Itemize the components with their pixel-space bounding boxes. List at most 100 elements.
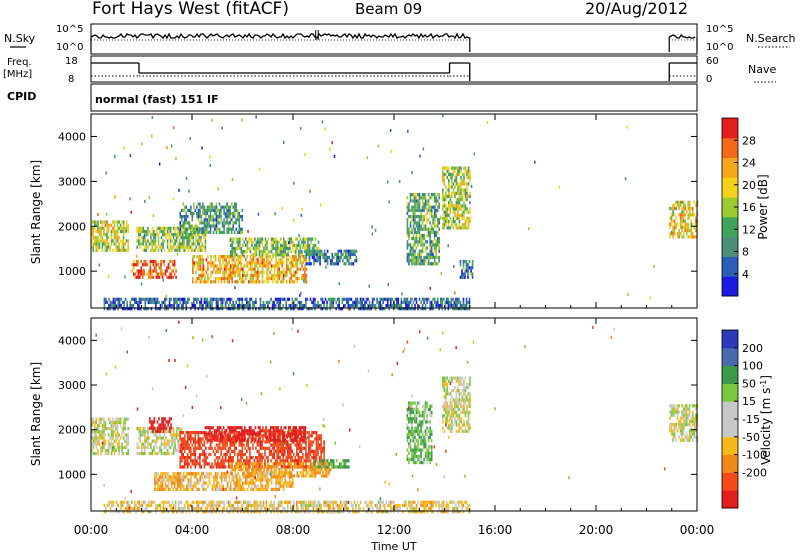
echo-cell	[409, 300, 412, 304]
echo-cell	[218, 426, 220, 430]
echo-cell	[185, 459, 187, 463]
echo-cell	[424, 202, 427, 206]
echo-cell	[110, 242, 113, 246]
echo-cell	[300, 443, 303, 447]
echo-cell	[181, 236, 184, 240]
echo-cell	[169, 226, 172, 230]
echo-cell	[264, 261, 267, 265]
echo-cell	[673, 207, 676, 211]
echo-noise	[401, 292, 403, 296]
echo-cell	[218, 462, 221, 466]
echo-cell	[445, 166, 447, 170]
echo-cell	[281, 250, 283, 254]
echo-cell	[218, 429, 220, 433]
echo-cell	[672, 232, 674, 236]
echo-cell	[97, 223, 99, 227]
echo-cell	[304, 280, 306, 284]
echo-cell	[162, 239, 164, 243]
echo-cell	[297, 462, 300, 466]
echo-cell	[116, 236, 119, 240]
echo-cell	[147, 439, 149, 443]
echo-cell	[173, 475, 176, 479]
echo-cell	[251, 438, 254, 442]
echo-cell	[400, 300, 403, 304]
echo-cell	[280, 449, 283, 453]
echo-cell	[292, 468, 294, 472]
echo-cell	[684, 229, 686, 233]
echo-cell	[202, 270, 205, 274]
echo-cell	[449, 198, 452, 202]
echo-cell	[221, 440, 224, 444]
echo-cell	[175, 487, 177, 491]
echo-cell	[253, 459, 256, 463]
echo-cell	[282, 267, 285, 271]
echo-cell	[188, 431, 191, 435]
echo-cell	[164, 484, 167, 488]
echo-cell	[118, 248, 120, 252]
echo-cell	[277, 446, 280, 450]
echo-cell	[468, 300, 471, 304]
echo-cell	[264, 237, 267, 241]
echo-cell	[122, 248, 125, 252]
echo-cell	[179, 446, 181, 450]
echo-cell	[302, 240, 305, 244]
echo-cell	[125, 452, 128, 456]
echo-cell	[471, 263, 474, 267]
echo-cell	[429, 304, 431, 308]
echo-cell	[304, 426, 307, 430]
echo-cell	[328, 471, 330, 475]
echo-cell	[205, 307, 207, 311]
echo-cell	[310, 262, 312, 266]
echo-cell	[218, 297, 221, 301]
echo-cell	[249, 297, 251, 301]
echo-cell	[242, 250, 244, 254]
echo-cell	[296, 270, 299, 274]
echo-cell	[196, 267, 199, 271]
echo-cell	[260, 468, 262, 472]
colorbar-swatch	[722, 216, 738, 238]
echo-cell	[115, 448, 117, 453]
echo-cell	[95, 430, 98, 434]
echo-cell	[234, 261, 236, 265]
echo-cell	[182, 224, 184, 228]
echo-cell	[162, 429, 165, 433]
echo-cell	[227, 449, 230, 453]
echo-cell	[165, 236, 167, 240]
echo-cell	[335, 252, 338, 256]
echo-cell	[307, 243, 309, 247]
echo-cell	[180, 233, 182, 237]
echo-noise	[447, 244, 449, 248]
echo-cell	[228, 429, 231, 433]
echo-cell	[94, 239, 96, 243]
echo-cell	[175, 448, 178, 453]
echo-cell	[284, 270, 286, 274]
echo-cell	[688, 213, 691, 217]
echo-cell	[317, 440, 319, 444]
echo-cell	[316, 252, 318, 256]
echo-cell	[228, 267, 230, 271]
echo-cell	[685, 232, 688, 236]
echo-cell	[175, 427, 178, 431]
echo-cell	[303, 440, 306, 444]
echo-cell	[92, 452, 95, 456]
echo-cell	[161, 417, 163, 421]
echo-cell	[183, 248, 185, 252]
echo-cell	[165, 430, 167, 434]
echo-cell	[179, 221, 181, 225]
echo-cell	[305, 252, 308, 256]
echo-cell	[163, 472, 165, 476]
echo-cell	[459, 259, 462, 264]
echo-cell	[328, 255, 330, 260]
echo-cell	[282, 443, 284, 447]
echo-cell	[254, 246, 256, 251]
echo-cell	[256, 440, 259, 444]
echo-cell	[215, 456, 218, 460]
echo-noise	[299, 293, 301, 297]
echo-cell	[279, 258, 282, 262]
echo-cell	[191, 245, 193, 249]
echo-cell	[217, 456, 219, 460]
echo-cell	[373, 304, 375, 308]
echo-cell	[206, 304, 209, 308]
echo-cell	[365, 307, 368, 311]
